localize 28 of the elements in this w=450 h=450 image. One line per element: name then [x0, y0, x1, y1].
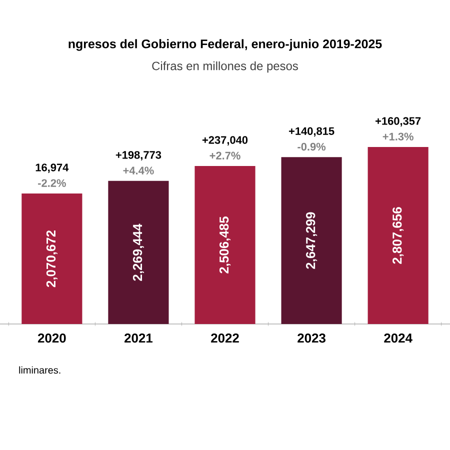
annotation: -2.2% [38, 179, 66, 187]
x-tick-label: 2023 [298, 334, 326, 343]
x-tick-label: 2024 [384, 334, 412, 343]
data-label: 2,269,444 [132, 224, 144, 281]
text: liminares. [19, 366, 60, 374]
annotation: -0.9% [298, 142, 326, 151]
annotation: +140,815 [288, 127, 334, 137]
annotation: +237,040 [202, 136, 248, 146]
x-tick-label: 2021 [124, 334, 153, 343]
annotation: +2.7% [210, 152, 240, 160]
bar [281, 157, 342, 324]
x-tick-label: 2020 [38, 334, 66, 343]
bar [194, 166, 256, 324]
bar [22, 193, 82, 324]
data-label: 2,506,485 [219, 216, 231, 274]
bar [108, 180, 169, 324]
chart-subtitle: Cifras en millones de pesos [152, 61, 298, 73]
annotation: +1.3% [382, 132, 414, 140]
annotation: +4.4% [123, 166, 154, 174]
data-label: 2,647,299 [306, 212, 318, 269]
chart-title: ngresos del Gobierno Federal, enero-junio 2019-2025 [68, 39, 382, 51]
x-tick-label: 2022 [211, 334, 239, 343]
annotation: +160,357 [376, 117, 421, 126]
annotation: 16,974 [36, 164, 69, 173]
bar [368, 146, 428, 324]
annotation: +198,773 [116, 151, 162, 160]
data-label: 2,070,672 [46, 230, 58, 288]
data-label: 2,807,656 [392, 207, 404, 264]
